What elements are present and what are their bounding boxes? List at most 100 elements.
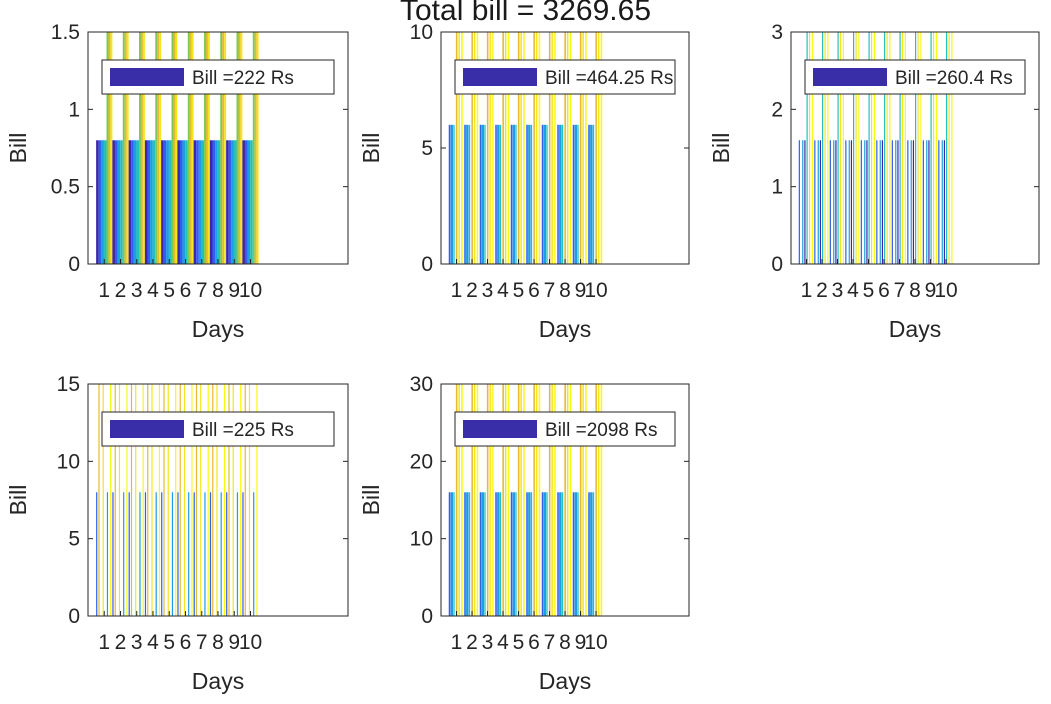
legend-label: Bill =464.25 Rs xyxy=(545,68,673,89)
bar xyxy=(228,384,230,616)
bar xyxy=(236,492,239,616)
bar xyxy=(489,32,491,264)
bar xyxy=(222,32,225,264)
bar xyxy=(224,32,227,264)
figure-title: Total bill = 3269.65 xyxy=(399,0,651,27)
bar xyxy=(595,384,597,616)
bar xyxy=(106,32,109,264)
bar xyxy=(220,32,223,264)
bar xyxy=(191,384,193,616)
bar xyxy=(135,384,137,616)
y-axis-label: Bill xyxy=(358,133,384,164)
bar xyxy=(577,124,579,264)
bar xyxy=(130,384,133,616)
bar xyxy=(798,140,800,264)
bar xyxy=(566,32,569,264)
bar xyxy=(543,124,547,264)
bar xyxy=(915,32,917,264)
bar xyxy=(910,140,912,264)
bar xyxy=(564,32,566,264)
bar xyxy=(476,32,479,264)
bar xyxy=(112,492,114,616)
y-tick-label: 1 xyxy=(771,176,783,199)
y-tick-label: 3 xyxy=(771,21,783,44)
x-tick-label: 5 xyxy=(163,279,175,302)
x-tick-label: 8 xyxy=(909,279,921,302)
y-tick-label: 0 xyxy=(68,253,80,276)
x-tick-label: 5 xyxy=(513,279,525,302)
bar xyxy=(566,384,569,616)
x-axis-label: Days xyxy=(192,668,244,694)
bar xyxy=(839,32,842,264)
bar xyxy=(528,492,531,616)
bar xyxy=(895,140,897,264)
bar xyxy=(256,32,259,264)
bar xyxy=(546,124,548,264)
bar xyxy=(466,124,469,264)
bar xyxy=(853,32,855,264)
bar xyxy=(144,492,147,616)
x-tick-label: 7 xyxy=(544,631,556,654)
x-axis-label: Days xyxy=(539,668,591,694)
bar xyxy=(597,384,600,616)
bar xyxy=(140,32,143,264)
bar xyxy=(564,384,566,616)
bar xyxy=(240,384,242,616)
bar xyxy=(860,140,862,264)
bar xyxy=(157,32,160,264)
bar xyxy=(212,140,216,264)
bar xyxy=(502,384,504,616)
y-tick-label: 10 xyxy=(410,528,433,551)
bar xyxy=(920,32,922,264)
bar xyxy=(543,492,547,616)
bar xyxy=(886,32,888,264)
bar xyxy=(175,32,178,264)
bar xyxy=(829,140,831,264)
bar xyxy=(122,32,125,264)
bar xyxy=(179,384,181,616)
bar xyxy=(577,492,579,616)
bar xyxy=(175,384,177,616)
bar xyxy=(152,140,156,264)
bar xyxy=(533,384,535,616)
bar xyxy=(473,32,476,264)
bar xyxy=(471,384,473,616)
x-tick-label: 8 xyxy=(212,279,224,302)
bar xyxy=(582,32,584,264)
bar xyxy=(484,124,486,264)
bars-group xyxy=(798,32,953,264)
bar xyxy=(866,140,868,264)
bar xyxy=(183,384,186,616)
bar xyxy=(811,32,813,264)
y-tick-label: 0 xyxy=(771,253,783,276)
bar xyxy=(497,124,500,264)
bar xyxy=(473,384,476,616)
bar xyxy=(907,140,909,264)
legend-label: Bill =260.4 Rs xyxy=(895,68,1013,89)
x-tick-label: 1 xyxy=(451,631,463,654)
bar xyxy=(526,124,528,264)
bar xyxy=(572,492,575,616)
bar xyxy=(824,32,826,264)
bar xyxy=(471,32,473,264)
bars-group xyxy=(448,384,603,616)
bar xyxy=(533,32,535,264)
bar xyxy=(101,140,104,264)
bar xyxy=(569,32,572,264)
bar xyxy=(891,140,893,264)
bar xyxy=(827,32,829,264)
bar xyxy=(559,492,562,616)
bar xyxy=(248,384,251,616)
y-axis-label: Bill xyxy=(358,485,384,516)
legend-swatch xyxy=(813,68,887,86)
bar xyxy=(582,384,584,616)
bar xyxy=(517,32,520,264)
bar xyxy=(814,140,816,264)
bar xyxy=(242,492,244,616)
bar xyxy=(486,32,489,264)
bar xyxy=(600,384,603,616)
bar xyxy=(204,32,206,264)
bar xyxy=(185,140,188,264)
bar xyxy=(574,492,578,616)
